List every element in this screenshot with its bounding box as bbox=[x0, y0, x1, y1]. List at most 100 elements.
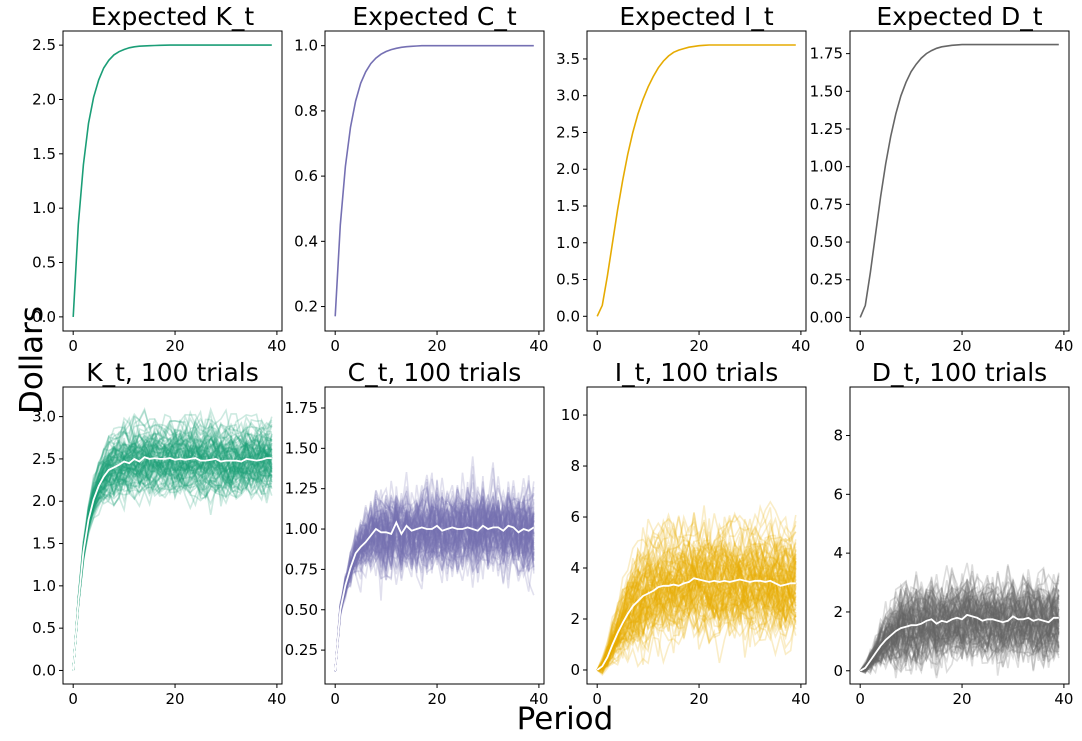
trial-line bbox=[72, 406, 273, 671]
trial-line bbox=[596, 562, 796, 671]
trial-line bbox=[859, 619, 1060, 676]
trial-line bbox=[72, 446, 273, 671]
plot-area bbox=[859, 43, 1059, 318]
trial-line bbox=[334, 497, 535, 672]
trial-line bbox=[596, 569, 797, 671]
trial-line bbox=[860, 607, 1060, 672]
xtick-label: 0 bbox=[330, 337, 340, 355]
trial-line bbox=[596, 516, 797, 671]
xtick-label: 20 bbox=[689, 337, 708, 355]
trial-line bbox=[860, 608, 1060, 676]
trial-line bbox=[859, 564, 1059, 672]
subplot-7: 0 2 4 6 8 10 0 20 40 I_t, 100 trials bbox=[561, 358, 811, 708]
trial-line bbox=[334, 485, 534, 672]
trial-line bbox=[334, 515, 535, 672]
trial-line bbox=[596, 580, 797, 674]
trial-line bbox=[859, 599, 1060, 672]
trial-line bbox=[860, 603, 1060, 673]
trial-line bbox=[72, 416, 273, 671]
trial-line bbox=[860, 598, 1060, 672]
subplot-5: 0.0 0.5 1.0 1.5 2.0 2.5 3.0 0 20 40 K_t, 100 trial… bbox=[32, 358, 286, 708]
trial-line bbox=[72, 422, 273, 671]
ytick-label: 0.5 bbox=[32, 619, 56, 637]
trial-line bbox=[596, 562, 797, 671]
ytick-label: 8 bbox=[570, 457, 580, 475]
trial-line bbox=[334, 492, 535, 672]
trial-line bbox=[334, 498, 535, 672]
ytick-label: 2.5 bbox=[32, 36, 56, 54]
trial-line bbox=[334, 497, 534, 672]
trial-line bbox=[859, 585, 1060, 672]
trial-line bbox=[334, 508, 535, 672]
trial-line bbox=[72, 435, 273, 671]
trial-line bbox=[72, 443, 272, 671]
trial-line bbox=[334, 481, 535, 672]
trial-line bbox=[72, 450, 273, 671]
trial-line bbox=[596, 538, 797, 671]
trial-line bbox=[596, 558, 797, 671]
trial-line bbox=[859, 580, 1060, 672]
trial-line bbox=[334, 486, 535, 672]
ytick-label: 0.50 bbox=[285, 601, 318, 619]
trial-line bbox=[860, 621, 1060, 672]
trial-line bbox=[597, 570, 797, 671]
trial-line bbox=[72, 461, 273, 671]
trial-line bbox=[596, 500, 797, 671]
ytick-label: 0.2 bbox=[294, 298, 318, 316]
trial-line bbox=[72, 427, 273, 671]
trial-line bbox=[596, 529, 797, 671]
trial-line bbox=[596, 539, 797, 671]
trial-line bbox=[334, 496, 535, 672]
trial-line bbox=[596, 605, 797, 676]
trial-line bbox=[859, 590, 1060, 672]
ytick-label: 10 bbox=[561, 406, 580, 424]
trial-line bbox=[334, 486, 535, 672]
trial-line bbox=[72, 454, 273, 671]
ytick-label: 0.5 bbox=[32, 254, 56, 272]
trial-line bbox=[334, 482, 535, 672]
trial-line bbox=[596, 554, 797, 671]
trial-line bbox=[596, 511, 797, 671]
trial-line bbox=[72, 439, 273, 671]
ytick-label: 2 bbox=[570, 610, 580, 628]
ytick-label: 0.4 bbox=[294, 232, 318, 250]
trial-line bbox=[334, 486, 535, 672]
trial-line bbox=[859, 606, 1059, 672]
trial-line bbox=[334, 508, 535, 672]
trial-line bbox=[859, 584, 1060, 672]
trial-line bbox=[596, 540, 797, 671]
ytick-label: 1.00 bbox=[285, 520, 318, 538]
trial-line bbox=[72, 417, 273, 671]
subplot-6: 0.25 0.50 0.75 1.00 1.25 1.50 1.75 0 20 40 C_t, 10… bbox=[285, 358, 549, 708]
trial-line bbox=[72, 454, 273, 671]
trial-line bbox=[72, 455, 273, 671]
trial-line bbox=[72, 475, 273, 671]
trial-line bbox=[334, 503, 535, 672]
trial-line bbox=[859, 597, 1060, 672]
trial-line bbox=[596, 585, 797, 674]
ytick-label: 2.0 bbox=[556, 160, 580, 178]
trial-lines bbox=[72, 406, 273, 671]
trial-line bbox=[334, 497, 535, 672]
trial-line bbox=[859, 566, 1060, 672]
trial-line bbox=[596, 534, 797, 671]
trial-line bbox=[72, 426, 272, 671]
subplot-1: 0.0 0.5 1.0 1.5 2.0 2.5 0 20 40 Expected K_t bbox=[32, 2, 286, 355]
trial-line bbox=[334, 478, 535, 672]
ytick-label: 3.0 bbox=[32, 408, 56, 426]
trial-line bbox=[72, 458, 273, 671]
trial-line bbox=[72, 448, 273, 671]
trial-line bbox=[597, 590, 796, 671]
plot-area bbox=[859, 562, 1060, 679]
ytick-label: 1.00 bbox=[810, 158, 843, 176]
subplot-2: 0.2 0.4 0.6 0.8 1.0 0 20 40 Expected C_t bbox=[294, 2, 548, 355]
trial-line bbox=[334, 481, 535, 672]
ytick-label: 0.0 bbox=[32, 308, 56, 326]
trial-line bbox=[859, 604, 1060, 674]
trial-line bbox=[72, 446, 273, 671]
trial-line bbox=[859, 581, 1060, 672]
trial-line bbox=[334, 494, 535, 672]
trial-line bbox=[859, 589, 1060, 672]
trial-line bbox=[859, 608, 1060, 675]
